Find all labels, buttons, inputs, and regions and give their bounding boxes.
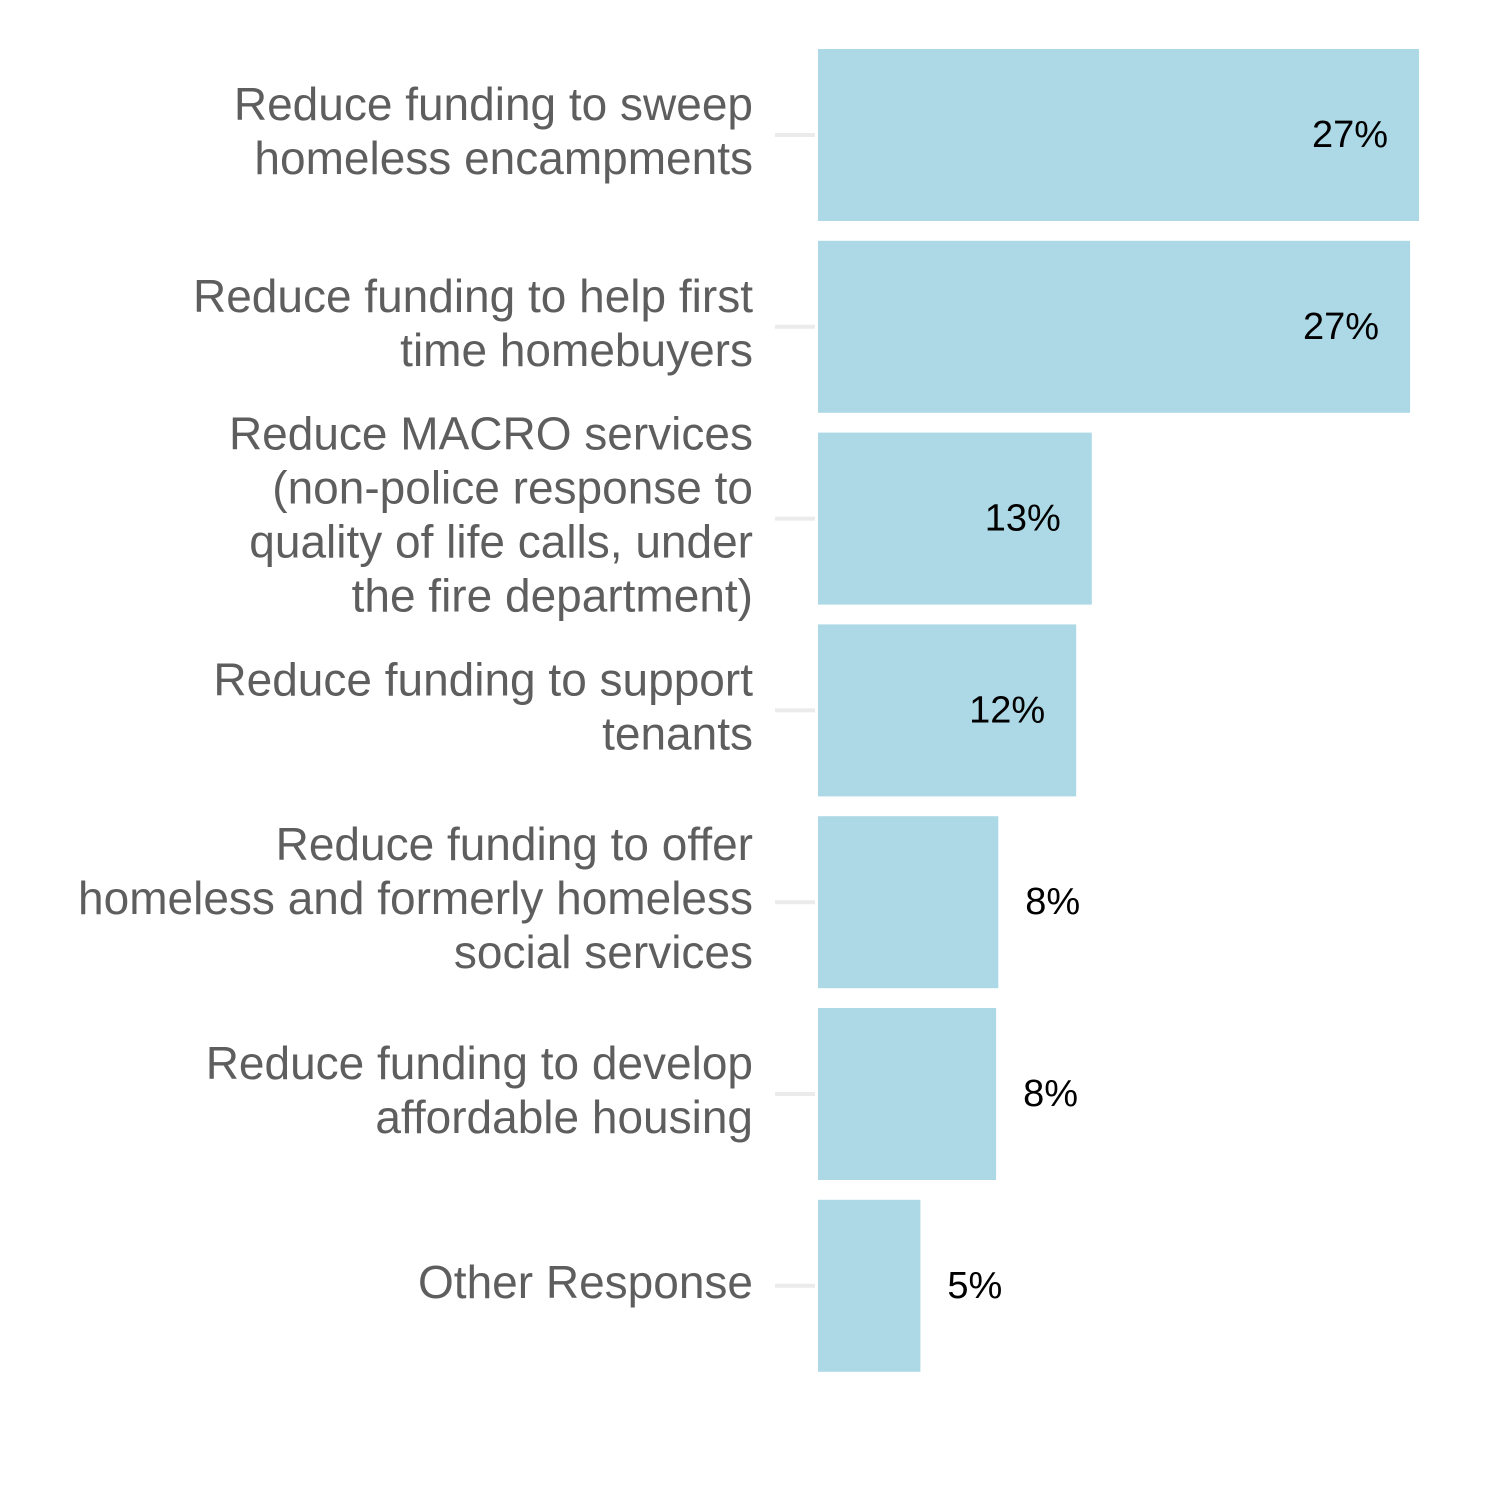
category-label-line: affordable housing [375,1091,753,1143]
value-label: 12% [969,689,1045,731]
category-label-line: Reduce MACRO services [229,408,753,460]
category-label-line: social services [454,926,753,978]
category-label: Other Response [418,1256,753,1308]
category-label-line: quality of life calls, under [249,516,753,568]
category-label-line: time homebuyers [400,324,753,376]
category-label: Reduce funding to help first time homebuy… [193,270,753,376]
bar [818,240,1411,413]
bar [818,1199,921,1372]
category-label: Reduce funding to support tenants [213,654,753,760]
category-label-line: Other Response [418,1256,753,1308]
category-label-line: Reduce funding to develop [206,1037,753,1089]
bar [818,49,1419,221]
value-label: 5% [947,1265,1002,1307]
category-label-line: (non-police response to [272,462,753,514]
value-label: 13% [985,498,1061,540]
category-label-line: tenants [602,708,753,760]
category-label-line: homeless encampments [254,132,753,184]
category-label: Reduce funding to develop affordable hous… [206,1037,753,1143]
value-label: 27% [1312,114,1388,156]
category-label-line: Reduce funding to sweep [234,78,753,130]
bar [818,432,1092,605]
value-label: 8% [1025,881,1080,923]
category-label-line: Reduce funding to offer [276,818,753,870]
category-label: Reduce funding to sweep homeless encampme… [234,78,753,184]
category-label-line: Reduce funding to help first [193,270,753,322]
category-label-line: Reduce funding to support [213,654,753,706]
value-label: 8% [1023,1073,1078,1115]
category-label: Reduce funding to offer homeless and form… [78,818,753,978]
category-label-line: homeless and formerly homeless [78,872,753,924]
category-label: Reduce MACRO services (non-police respons… [229,408,753,622]
bar [818,624,1077,797]
bar [818,1008,997,1180]
value-label: 27% [1303,306,1379,348]
bar [818,816,999,989]
category-label-line: the fire department) [352,570,753,622]
